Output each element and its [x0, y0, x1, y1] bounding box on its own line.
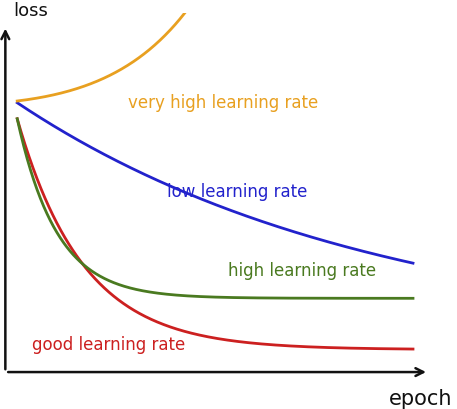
Text: epoch: epoch: [389, 388, 453, 408]
Text: loss: loss: [13, 2, 48, 20]
Text: high learning rate: high learning rate: [228, 261, 376, 279]
Text: low learning rate: low learning rate: [167, 183, 307, 201]
Text: good learning rate: good learning rate: [32, 335, 185, 353]
Text: very high learning rate: very high learning rate: [128, 94, 318, 112]
